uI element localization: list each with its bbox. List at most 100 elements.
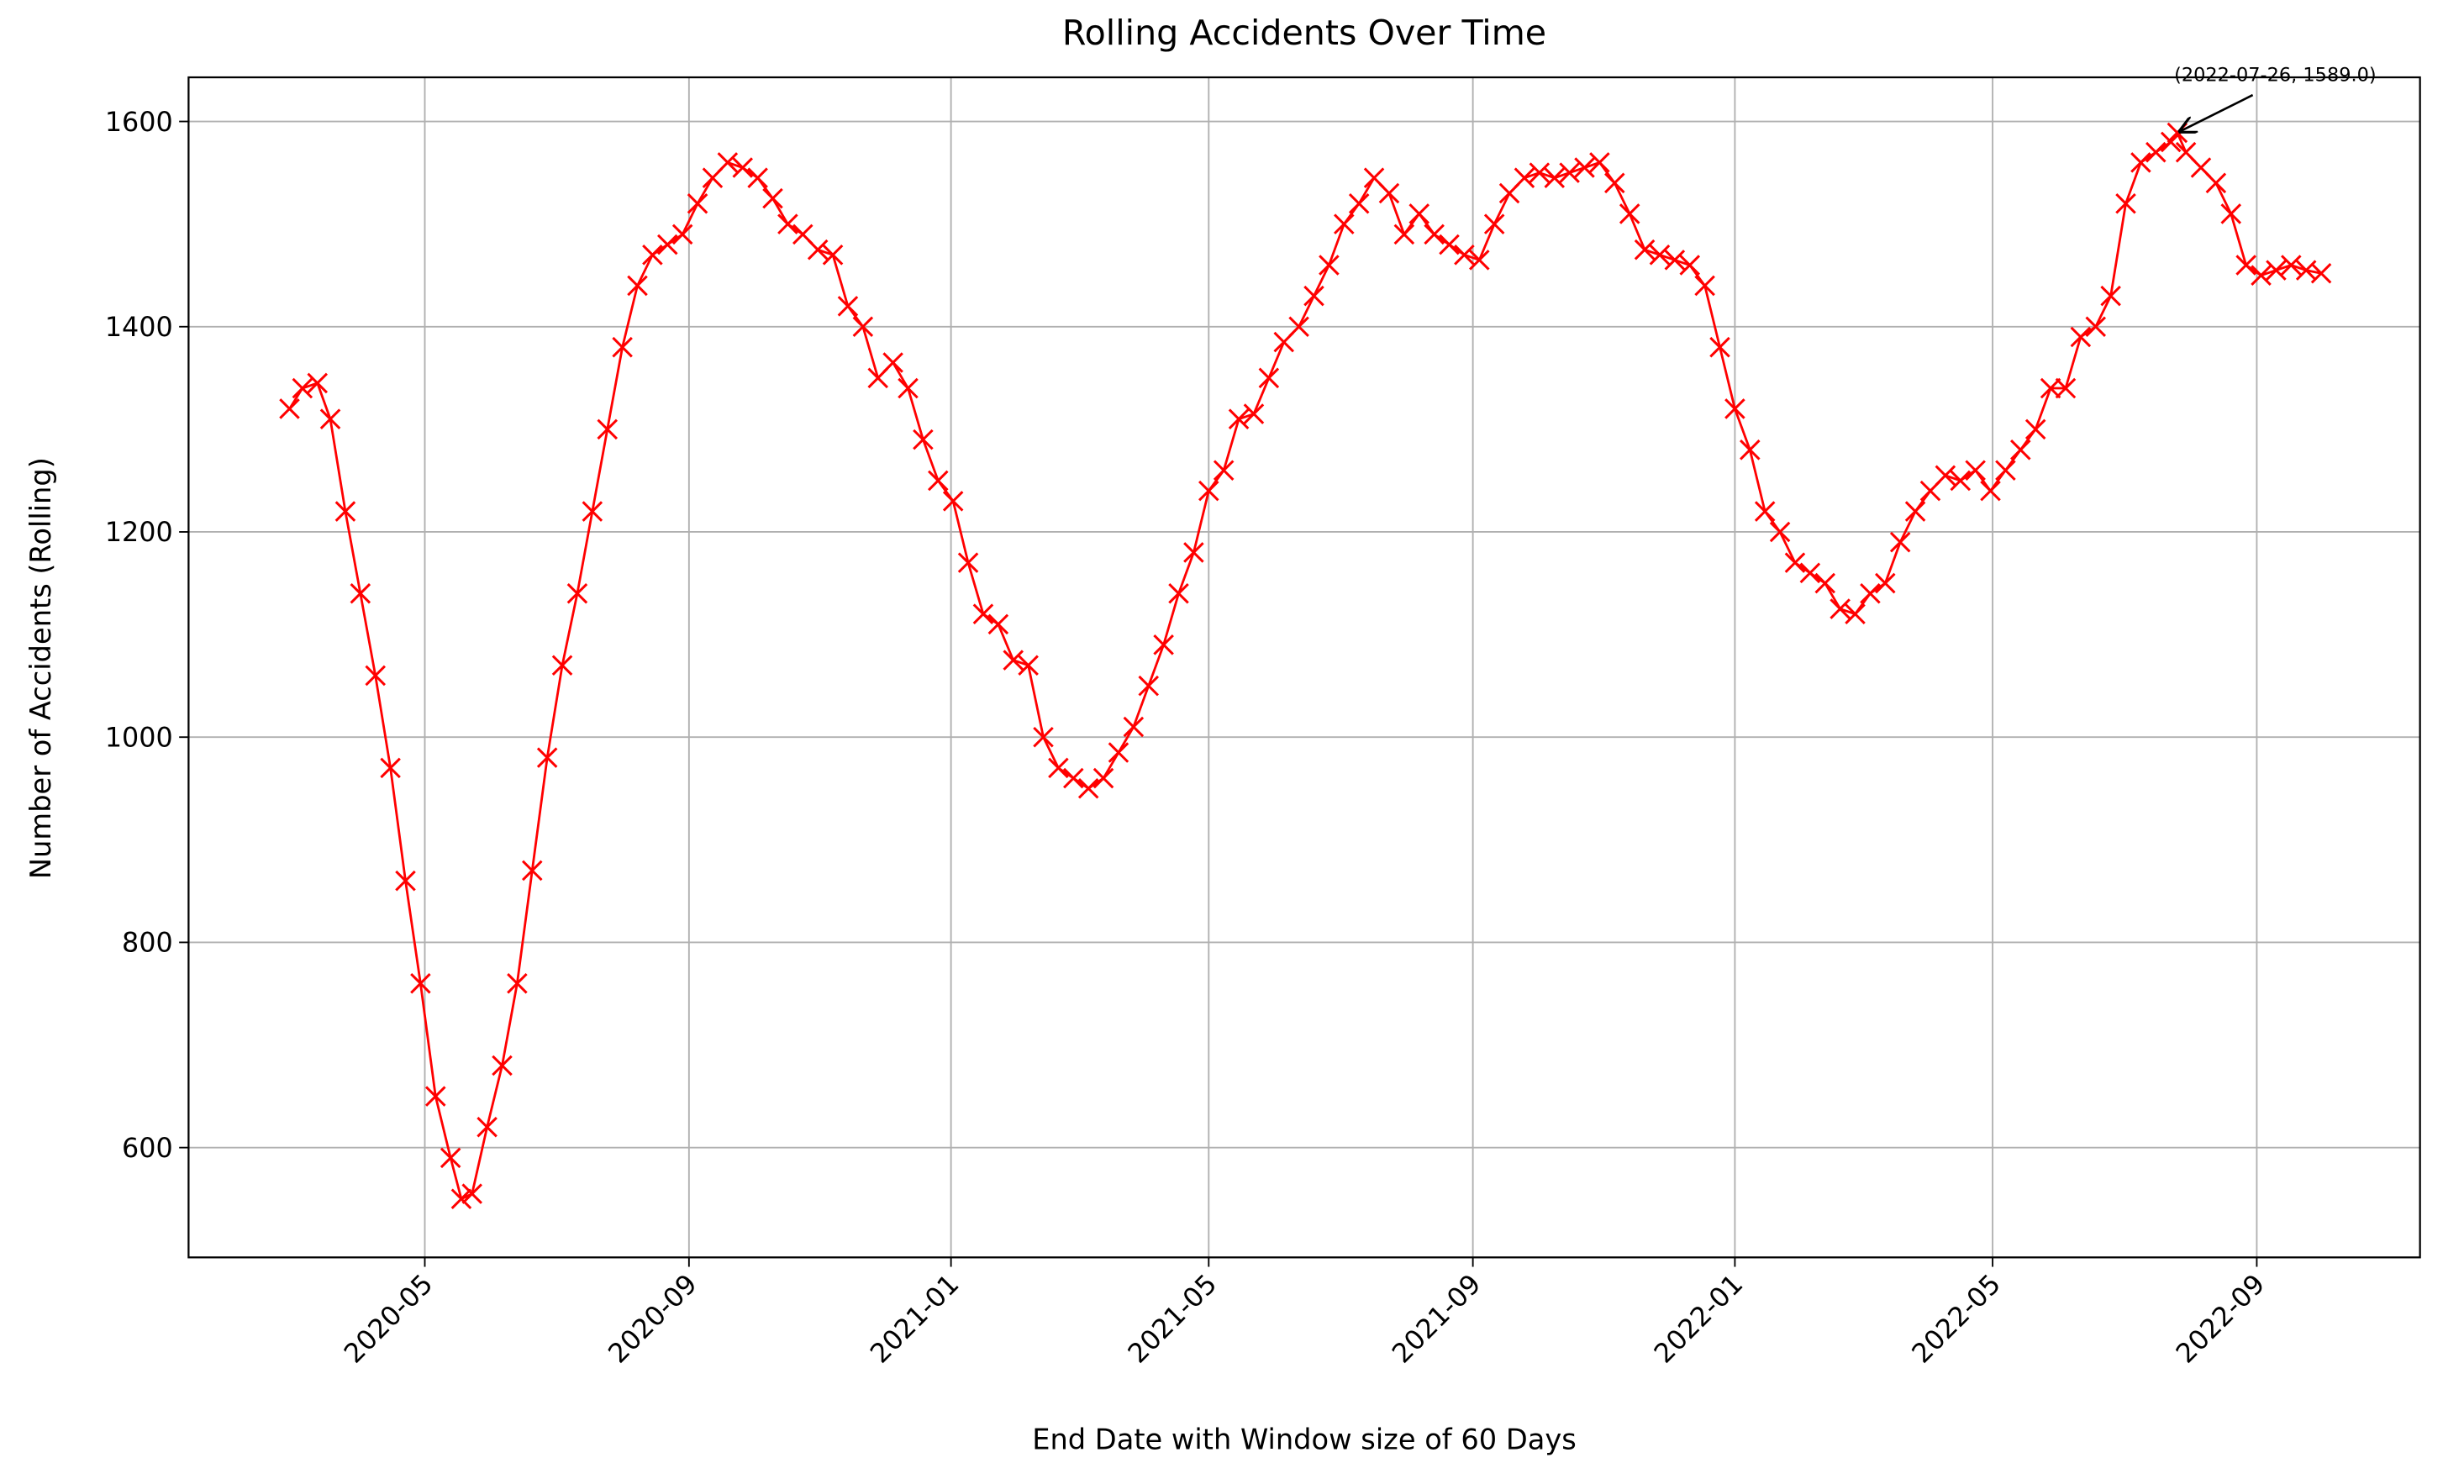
data-point — [2220, 203, 2242, 224]
data-point — [365, 665, 387, 687]
data-point — [1784, 552, 1806, 573]
data-point — [1559, 162, 1580, 183]
data-point — [1108, 742, 1129, 763]
data-point — [1408, 203, 1430, 224]
data-point — [425, 1086, 446, 1107]
data-point — [582, 501, 603, 522]
data-point — [1830, 598, 1851, 619]
data-point — [1123, 716, 1145, 738]
data-point — [928, 470, 949, 492]
plot-frame — [187, 76, 2421, 1259]
data-point — [279, 398, 300, 419]
data-point — [566, 582, 588, 604]
data-point — [2251, 265, 2272, 286]
data-point — [1514, 167, 1535, 188]
annotation-text: (2022-07-26, 1589.0) — [2174, 64, 2377, 86]
data-point — [1378, 182, 1400, 204]
data-point — [1544, 167, 1566, 188]
data-point — [307, 372, 329, 394]
data-point — [1589, 152, 1610, 173]
data-point — [1935, 465, 1956, 487]
data-point — [882, 352, 903, 373]
data-point — [1529, 162, 1551, 183]
y-tick-label: 1400 — [105, 313, 173, 343]
data-point — [1664, 250, 1686, 271]
data-point — [1288, 316, 1309, 338]
data-point — [1634, 239, 1656, 260]
data-point — [898, 377, 919, 399]
data-point — [1303, 285, 1324, 307]
data-point — [657, 234, 678, 255]
data-point — [492, 1055, 513, 1076]
data-point — [807, 239, 829, 260]
data-point — [1995, 460, 2016, 482]
y-tick-label: 1600 — [105, 108, 173, 138]
data-point — [1454, 245, 1475, 266]
data-point — [777, 213, 798, 234]
data-point — [2115, 192, 2136, 214]
data-point — [1183, 542, 1204, 563]
data-point — [334, 501, 356, 522]
data-point — [717, 152, 739, 173]
data-point — [2205, 172, 2227, 194]
data-point — [1469, 250, 1490, 271]
data-point — [1875, 572, 1896, 594]
data-point — [2055, 377, 2077, 399]
data-point — [1694, 275, 1715, 297]
data-point — [410, 973, 431, 994]
data-point — [1048, 757, 1069, 779]
data-point — [1814, 572, 1836, 594]
data-point — [1018, 655, 1039, 676]
data-point — [522, 860, 543, 881]
data-point — [1063, 767, 1084, 789]
data-point — [2100, 285, 2121, 307]
data-point — [2145, 141, 2167, 163]
data-point — [2281, 255, 2302, 276]
data-point — [1228, 408, 1250, 429]
y-tick-label: 800 — [122, 929, 173, 959]
data-point — [1649, 245, 1671, 266]
data-point — [1950, 470, 1972, 492]
data-point — [732, 157, 754, 178]
y-tick-label: 1200 — [105, 518, 173, 548]
data-point — [1845, 603, 1866, 624]
data-point — [1319, 255, 1340, 276]
data-point — [1258, 367, 1280, 389]
data-point — [1709, 336, 1730, 358]
data-point — [450, 1188, 472, 1210]
data-point — [987, 613, 1009, 635]
data-point — [395, 870, 416, 892]
data-point — [1334, 213, 1355, 234]
data-point — [1574, 157, 1595, 178]
data-point — [1679, 255, 1701, 276]
data-point — [1092, 767, 1114, 789]
data-point — [461, 1183, 483, 1204]
data-point — [292, 377, 313, 399]
data-point — [1439, 234, 1460, 255]
data-point — [957, 552, 979, 573]
data-point — [1243, 403, 1265, 424]
data-point — [507, 973, 528, 994]
data-point — [2024, 418, 2046, 440]
data-point — [747, 167, 768, 188]
data-point — [536, 747, 558, 768]
data-point — [1424, 224, 1445, 245]
data-point — [1348, 192, 1370, 214]
annotation-arrow — [2181, 93, 2254, 131]
data-point — [1483, 213, 1505, 234]
data-point — [687, 192, 708, 214]
data-point — [1604, 172, 1625, 194]
y-axis-label: Number of Accidents (Rolling) — [24, 457, 57, 879]
data-point — [1980, 480, 2001, 502]
data-point — [1965, 460, 1986, 482]
data-point — [2040, 377, 2061, 399]
data-point — [1138, 675, 1160, 697]
data-point — [440, 1147, 461, 1169]
data-point — [319, 408, 341, 429]
data-point — [627, 275, 648, 297]
data-point — [1153, 634, 1174, 655]
data-point — [551, 655, 573, 676]
data-point — [1198, 480, 1219, 502]
